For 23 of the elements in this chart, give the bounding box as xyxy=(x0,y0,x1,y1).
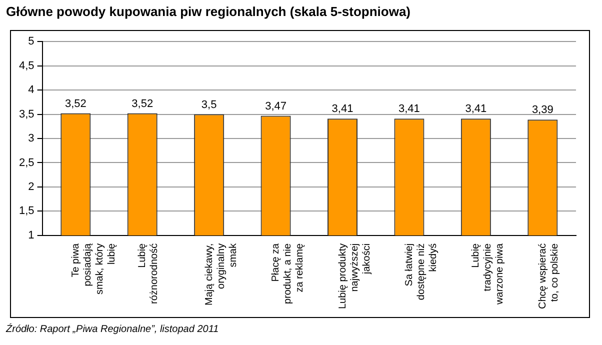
data-label: 3,52 xyxy=(132,98,154,110)
x-tick-label: Te piwa posiadają smak, który lubię xyxy=(70,242,118,295)
data-label: 3,41 xyxy=(465,103,487,116)
data-label: 3,47 xyxy=(265,100,286,112)
y-tick-label: 4,5 xyxy=(18,60,34,72)
y-tick-label: 1,5 xyxy=(18,205,34,218)
y-tick-label: 1 xyxy=(28,229,34,242)
data-label: 3,41 xyxy=(398,103,420,116)
y-tick-label: 2 xyxy=(28,180,34,193)
x-tick-label: Lubię produkty najwyższej jakości xyxy=(337,243,372,310)
data-label: 3,39 xyxy=(532,104,554,116)
x-tick-label: Sa łatwiej dostępne niż kiedyś xyxy=(404,243,439,300)
text: Źródło: Raport „Piwa Regionalne”, listopad 2011 xyxy=(6,324,219,335)
y-tick-label: 4 xyxy=(28,84,34,96)
data-label: 3,5 xyxy=(201,98,217,111)
x-tick-label: Mają ciekawy, oryginalny smak xyxy=(204,242,239,306)
y-tick-label: 2,5 xyxy=(18,156,34,169)
y-tick-label: 3 xyxy=(28,132,34,145)
y-tick-label: 5 xyxy=(28,36,34,48)
data-label: 3,52 xyxy=(64,98,86,110)
y-tick-label: 3,5 xyxy=(18,108,34,120)
data-label: 3,41 xyxy=(332,103,354,116)
chart-title: Główne powody kupowania piw regionalnych (skala 5-stopniowa) xyxy=(6,4,410,19)
